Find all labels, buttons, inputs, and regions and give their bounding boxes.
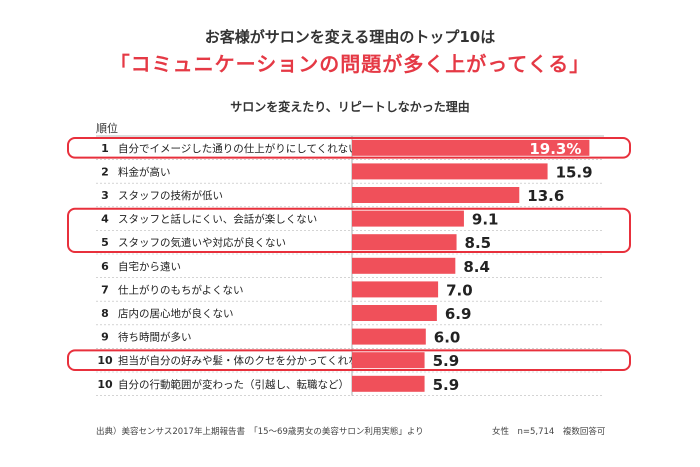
rank-label: 6	[101, 260, 109, 273]
rank-label: 9	[101, 331, 109, 344]
category-label: 担当が自分の好みや髪・体のクセを分かってくれない	[118, 354, 369, 367]
bar	[352, 257, 456, 274]
bar	[352, 375, 425, 392]
bar	[352, 234, 457, 251]
value-label: 9.1	[472, 211, 499, 229]
rank-label: 2	[101, 165, 109, 178]
value-label: 8.4	[463, 258, 490, 276]
rank-column-header: 順位	[96, 122, 118, 135]
rank-label: 7	[101, 283, 109, 296]
bar	[352, 187, 520, 203]
bar	[352, 139, 590, 156]
bar	[352, 163, 548, 180]
category-label: 店内の居心地が良くない	[118, 307, 234, 320]
value-label: 13.6	[527, 187, 564, 205]
value-label: 8.5	[465, 234, 492, 252]
category-label: 料金が高い	[118, 165, 171, 178]
sample-note: 女性 n=5,714 複数回答可	[492, 427, 606, 437]
bar	[352, 328, 426, 345]
rank-label: 10	[97, 354, 113, 367]
category-label: 待ち時間が多い	[118, 331, 192, 344]
rank-label: 10	[97, 378, 113, 391]
bar	[352, 305, 437, 321]
highlight-box	[67, 207, 631, 254]
value-label: 6.0	[434, 329, 461, 347]
source-note: 出典）美容センサス2017年上期報告書 「15～69歳男女の美容サロン利用実態」…	[96, 427, 424, 437]
rank-label: 5	[101, 236, 109, 249]
bar	[352, 210, 464, 227]
rank-label: 8	[101, 307, 109, 320]
category-label: 自分でイメージした通りの仕上がりにしてくれない	[118, 142, 359, 155]
value-label: 7.0	[446, 281, 473, 299]
value-label: 19.3%	[529, 140, 581, 158]
bar	[352, 352, 425, 369]
headline: 「コミュニケーションの問題が多く上がってくる」	[109, 52, 591, 76]
category-label: スタッフの技術が低い	[118, 189, 223, 202]
page-title: お客様がサロンを変える理由のトップ10は	[204, 28, 496, 46]
value-label: 5.9	[433, 352, 460, 370]
rank-label: 3	[101, 189, 109, 202]
rank-label: 1	[101, 142, 109, 155]
category-label: スタッフの気遣いや対応が良くない	[118, 236, 286, 249]
value-label: 5.9	[433, 376, 460, 394]
value-label: 15.9	[556, 163, 593, 181]
bar	[352, 281, 439, 298]
category-label: スタッフと話しにくい、会話が楽しくない	[118, 213, 317, 226]
rank-label: 4	[101, 213, 109, 226]
category-label: 自分の行動範囲が変わった（引越し、転職など）	[118, 378, 349, 391]
category-label: 仕上がりのもちがよくない	[118, 283, 243, 296]
chart-title: サロンを変えたり、リピートしなかった理由	[230, 100, 470, 114]
value-label: 6.9	[445, 305, 472, 323]
highlight-box	[67, 349, 631, 371]
highlight-box	[67, 137, 631, 159]
category-label: 自宅から遠い	[118, 260, 181, 273]
